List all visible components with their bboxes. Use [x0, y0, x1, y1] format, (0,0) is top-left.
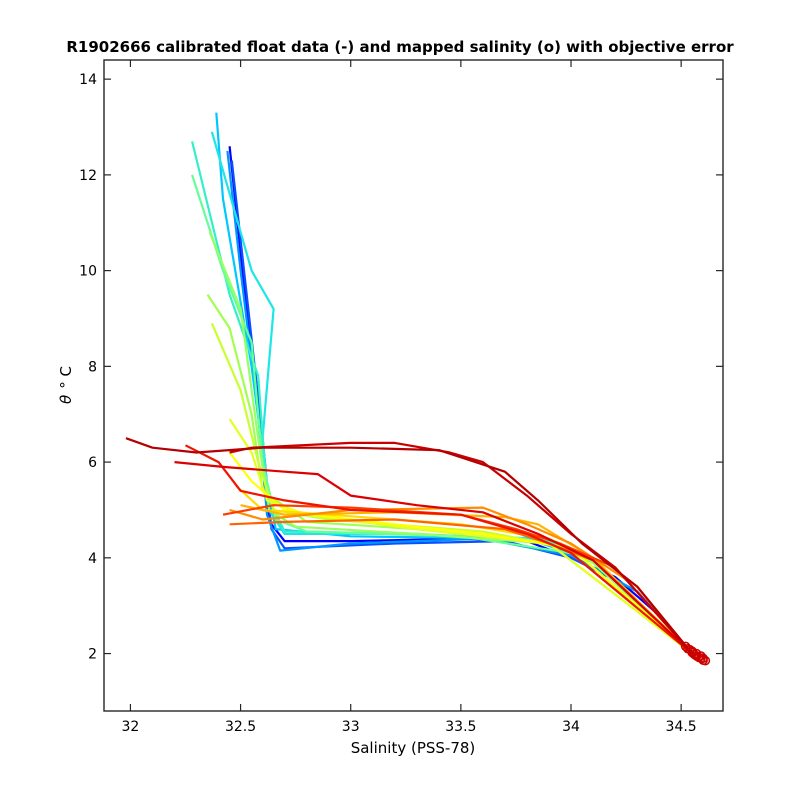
- x-tick-label: 34: [562, 719, 580, 735]
- chart-title: R1902666 calibrated float data (-) and m…: [66, 38, 734, 56]
- profile-line-12: [228, 451, 693, 655]
- y-tick-label: 10: [79, 264, 97, 280]
- y-axis-label-unit: ° C: [57, 366, 75, 389]
- x-axis-label: Salinity (PSS-78): [351, 739, 476, 757]
- x-tick-label: 32: [122, 719, 140, 735]
- profile-line-19: [174, 461, 693, 655]
- profile-line-9: [206, 293, 693, 655]
- y-tick-label: 12: [79, 168, 97, 184]
- y-axis-label-symbol: θ: [57, 395, 75, 404]
- plot-area: [125, 112, 711, 666]
- y-tick-label: 8: [88, 359, 97, 375]
- x-tick-label: 33: [342, 719, 360, 735]
- y-axis-label: θ ° C: [57, 366, 75, 404]
- mapped-point-14: [698, 653, 708, 664]
- axis-ticks: 32 32.5 33 33.5 34 34.5 2 4 6 8 10 12 14: [79, 60, 723, 735]
- y-tick-label: 6: [88, 455, 97, 471]
- profile-line-21: [125, 437, 694, 655]
- profile-line-20: [229, 441, 694, 655]
- axes-frame: [103, 59, 724, 712]
- x-tick-label: 32.5: [225, 719, 256, 735]
- profile-line-2: [230, 160, 694, 655]
- y-tick-label: 14: [79, 72, 97, 88]
- svg-text:θ° C: θ ° C: [57, 366, 75, 404]
- profile-line-7: [191, 174, 693, 655]
- profile-line-18: [185, 444, 693, 655]
- profile-line-8: [208, 231, 693, 655]
- mapped-point-13: [696, 651, 706, 661]
- y-tick-label: 2: [88, 647, 97, 663]
- profile-line-10: [210, 322, 693, 655]
- x-tick-label: 33.5: [445, 719, 476, 735]
- y-tick-label: 4: [88, 551, 97, 567]
- x-tick-label: 34.5: [666, 719, 697, 735]
